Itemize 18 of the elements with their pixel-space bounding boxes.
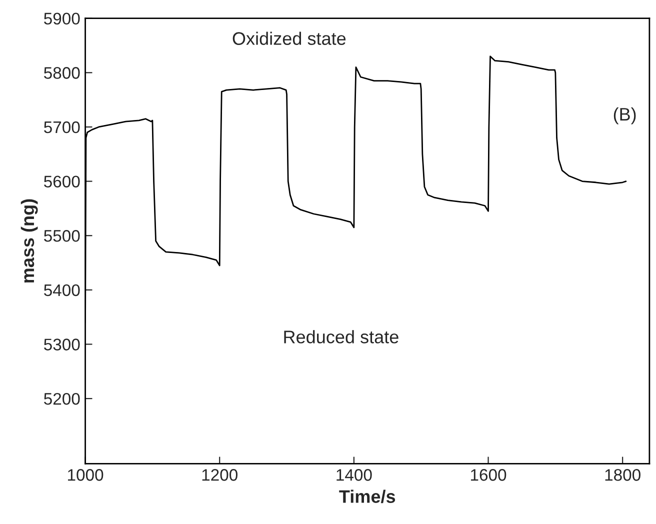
y-tick-label: 5400 (44, 284, 80, 296)
y-axis-title: mass (ng) (20, 199, 38, 282)
annotation: Reduced state (284, 330, 398, 344)
y-tick-label: 5600 (44, 176, 80, 188)
y-tick-label: 5300 (44, 338, 80, 350)
y-tick-label: 5500 (44, 230, 80, 242)
y-tick-label: 5900 (44, 12, 80, 25)
x-tick-label: 1200 (202, 469, 238, 481)
x-axis-title: Time/s (339, 490, 396, 504)
x-tick-label: 1800 (605, 469, 640, 481)
y-tick-label: 5700 (44, 121, 80, 134)
annotation: (B) (614, 107, 636, 124)
y-tick-label: 5800 (44, 67, 80, 79)
x-tick-label: 1000 (68, 469, 104, 481)
y-tick-label: 5200 (44, 392, 80, 405)
x-tick-label: 1400 (336, 469, 372, 481)
annotation: Oxidized state (232, 32, 346, 45)
x-tick-label: 1600 (470, 469, 506, 481)
